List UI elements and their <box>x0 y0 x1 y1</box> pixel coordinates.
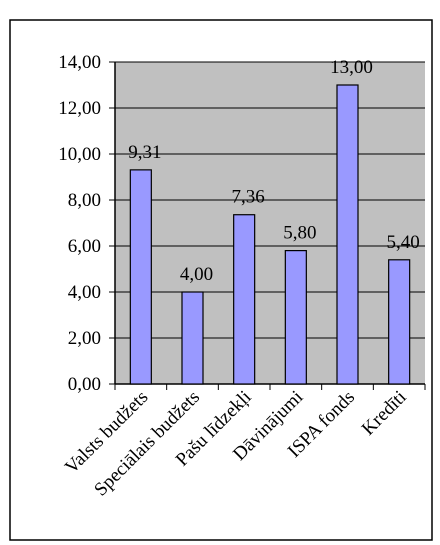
y-tick-label: 6,00 <box>68 236 101 257</box>
value-label: 5,40 <box>387 232 420 253</box>
y-tick-label: 12,00 <box>58 98 101 119</box>
bar <box>233 214 256 385</box>
value-label: 7,36 <box>232 187 265 208</box>
value-label: 9,31 <box>128 142 161 163</box>
y-tick-label: 8,00 <box>68 190 101 211</box>
value-label: 13,00 <box>330 57 373 78</box>
y-tick-label: 14,00 <box>58 52 101 73</box>
plot-area <box>115 62 425 384</box>
y-tick-label: 10,00 <box>58 144 101 165</box>
bar <box>336 84 359 385</box>
y-tick-label: 4,00 <box>68 282 101 303</box>
bar <box>388 259 411 385</box>
y-tick-label: 2,00 <box>68 328 101 349</box>
bar <box>129 169 152 385</box>
y-tick-label: 0,00 <box>68 374 101 395</box>
value-label: 5,80 <box>283 223 316 244</box>
value-label: 4,00 <box>180 264 213 285</box>
bar <box>181 291 204 385</box>
bar <box>284 250 307 385</box>
